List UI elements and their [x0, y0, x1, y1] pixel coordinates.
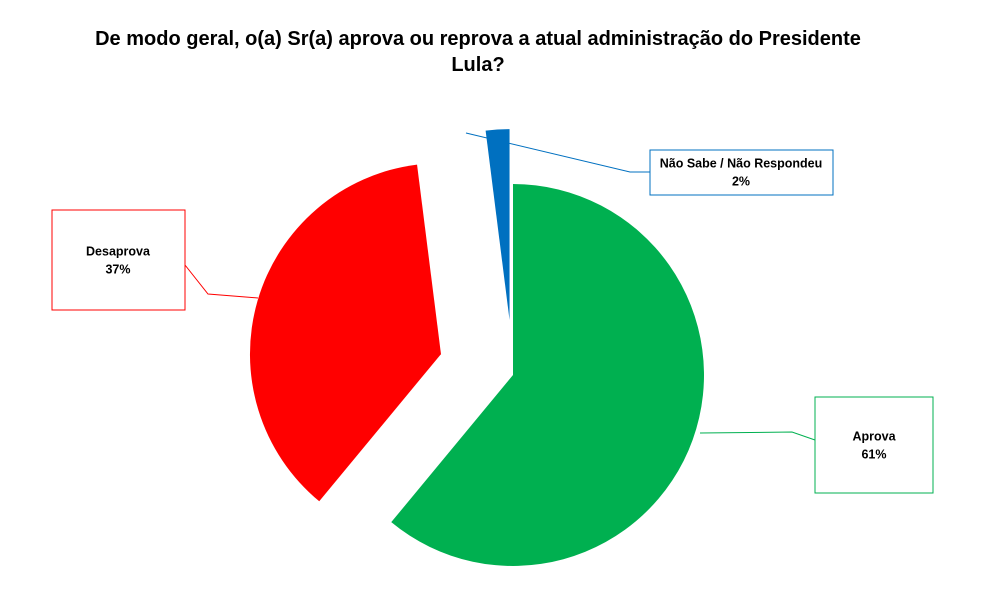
- label-box: [649, 149, 834, 196]
- leader-line: [465, 132, 650, 173]
- value-label: 61%: [861, 447, 886, 461]
- pie-slice: [391, 184, 704, 566]
- leader-line: [699, 431, 816, 441]
- pie-slice: [485, 129, 510, 321]
- pie-slice: [249, 164, 441, 502]
- leader-line: [184, 264, 259, 299]
- slice-label: Aprova: [852, 429, 896, 443]
- slice-label: Desaprova: [86, 244, 151, 258]
- slice-label: Não Sabe / Não Respondeu: [660, 156, 823, 170]
- value-label: 37%: [105, 262, 130, 276]
- label-box: [814, 396, 934, 494]
- value-label: 2%: [732, 174, 750, 188]
- chart-title: De modo geral, o(a) Sr(a) aprova ou repr…: [95, 28, 861, 76]
- callouts: [51, 132, 934, 494]
- label-box: [51, 209, 186, 311]
